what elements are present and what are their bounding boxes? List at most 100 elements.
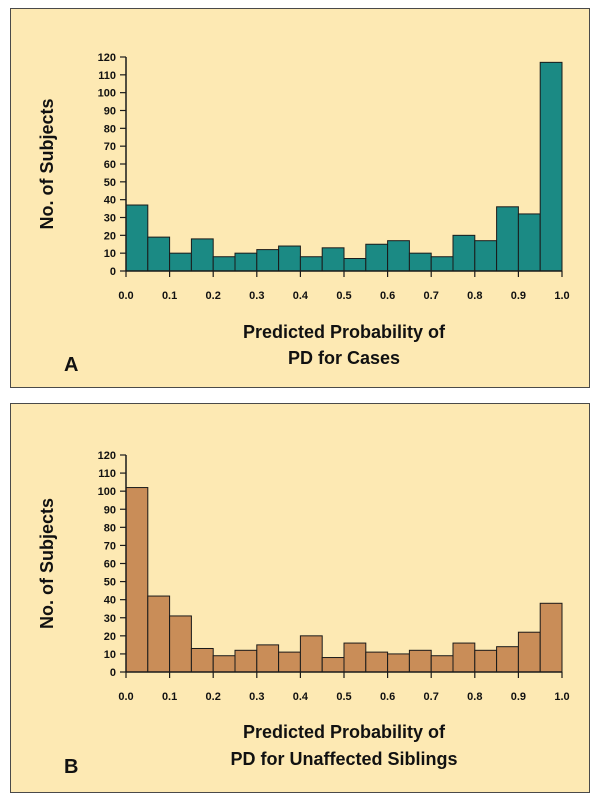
x-tick-label: 0.0 (118, 691, 133, 703)
histogram-bar (365, 243, 389, 272)
y-axis-label: No. of Subjects (37, 98, 57, 229)
y-tick-label: 20 (104, 631, 116, 643)
y-tick-label: 110 (98, 70, 116, 82)
histogram-bar (169, 615, 192, 673)
histogram-bar (125, 204, 149, 272)
histogram-bar (430, 256, 454, 272)
y-tick-label: 50 (104, 577, 116, 589)
histogram-bar (496, 206, 519, 272)
x-tick-label: 0.9 (511, 691, 526, 703)
histogram-bar (278, 651, 301, 673)
y-tick-label: 80 (104, 123, 116, 135)
y-tick-label: 100 (98, 486, 116, 498)
x-tick-label: 0.1 (162, 290, 177, 302)
x-tick-label: 0.6 (380, 290, 395, 302)
y-tick-label: 60 (104, 159, 116, 171)
histogram-bar (321, 247, 345, 272)
x-tick-label: 0.7 (424, 290, 439, 302)
histogram-bar (387, 653, 410, 673)
histogram-bar (147, 236, 171, 272)
y-tick-label: 120 (98, 52, 116, 64)
histogram-bar (539, 61, 563, 272)
histogram-bar (234, 649, 258, 673)
panel-letter: B (64, 756, 78, 778)
y-tick-label: 60 (104, 559, 116, 571)
histogram-bar (517, 213, 541, 272)
histogram-b: 0 10 20 30 40 50 60 70 80 90 100 110 120 0.0 0.1 0.2 0.3… (37, 450, 570, 778)
x-tick-label: 0.2 (206, 691, 221, 703)
y-tick-label: 10 (104, 649, 116, 661)
chart-panel-a: 0 10 20 30 40 50 60 70 80 90 100 110 120 0.0 0.1 0.2 0.3… (10, 8, 590, 388)
x-tick-label: 0.8 (467, 290, 482, 302)
histogram-bar (190, 647, 214, 673)
x-axis-label: Predicted Probability of (243, 722, 446, 742)
y-tick-label: 0 (110, 266, 116, 278)
panel-letter: A (64, 354, 78, 376)
x-tick-label: 0.7 (424, 691, 439, 703)
x-axis-label: Predicted Probability of (243, 322, 446, 342)
x-tick-label: 0.5 (336, 290, 351, 302)
histogram-bar (169, 252, 192, 272)
x-tick-label: 0.3 (249, 691, 264, 703)
histogram-bar (299, 256, 323, 272)
histogram-bar (365, 651, 389, 673)
x-tick-label: 0.4 (293, 691, 309, 703)
histogram-bar (539, 602, 563, 673)
y-tick-label: 50 (104, 177, 116, 189)
histogram-bar (474, 649, 498, 673)
x-tick-label: 0.2 (206, 290, 221, 302)
y-tick-label: 110 (98, 468, 116, 480)
x-axis-label: PD for Unaffected Siblings (230, 749, 457, 769)
y-tick-label: 30 (104, 213, 116, 225)
histogram-bar (278, 245, 301, 272)
histogram-bar (474, 240, 498, 272)
histogram-bar (517, 631, 541, 673)
y-tick-label: 70 (104, 141, 116, 153)
histogram-bar (212, 655, 236, 673)
x-tick-label: 0.5 (336, 691, 351, 703)
x-tick-label: 0.4 (293, 290, 309, 302)
histogram-bar (343, 642, 367, 673)
histogram-bar (125, 487, 149, 673)
x-tick-label: 0.1 (162, 691, 177, 703)
y-tick-label: 40 (104, 595, 116, 607)
histogram-bar (234, 252, 258, 272)
histogram-bar (408, 252, 432, 272)
x-tick-label: 0.8 (467, 691, 482, 703)
y-tick-label: 10 (104, 248, 116, 260)
histogram-bar (496, 646, 519, 673)
x-axis-label: PD for Cases (288, 348, 400, 368)
histogram-bar (430, 655, 454, 673)
y-tick-label: 80 (104, 522, 116, 534)
y-tick-label: 70 (104, 540, 116, 552)
histogram-bar (256, 644, 280, 673)
histogram-bar (299, 635, 323, 673)
x-tick-label: 0.0 (118, 290, 133, 302)
histogram-bar (452, 642, 476, 673)
histogram-bar (452, 234, 476, 272)
histogram-bar (147, 595, 171, 673)
x-tick-label: 1.0 (554, 290, 569, 302)
x-tick-label: 1.0 (554, 691, 569, 703)
y-tick-label: 20 (104, 230, 116, 242)
histogram-bar (408, 649, 432, 673)
y-tick-label: 90 (104, 106, 116, 118)
y-tick-label: 40 (104, 195, 116, 207)
histogram-bar (212, 256, 236, 272)
x-tick-label: 0.6 (380, 691, 395, 703)
histogram-bar (321, 657, 345, 673)
x-tick-label: 0.3 (249, 290, 264, 302)
histogram-bar (190, 238, 214, 272)
y-tick-label: 90 (104, 504, 116, 516)
histogram-bar (343, 258, 367, 272)
y-tick-label: 100 (98, 88, 116, 100)
y-tick-label: 0 (110, 667, 116, 679)
histogram-bar (387, 240, 410, 272)
x-tick-label: 0.9 (511, 290, 526, 302)
y-tick-label: 120 (98, 450, 116, 462)
y-axis-label: No. of Subjects (37, 498, 57, 629)
histogram-a: 0 10 20 30 40 50 60 70 80 90 100 110 120 0.0 0.1 0.2 0.3… (37, 52, 570, 376)
histogram-bar (256, 249, 280, 272)
chart-panel-b: 0 10 20 30 40 50 60 70 80 90 100 110 120 0.0 0.1 0.2 0.3… (10, 403, 590, 793)
y-tick-label: 30 (104, 613, 116, 625)
